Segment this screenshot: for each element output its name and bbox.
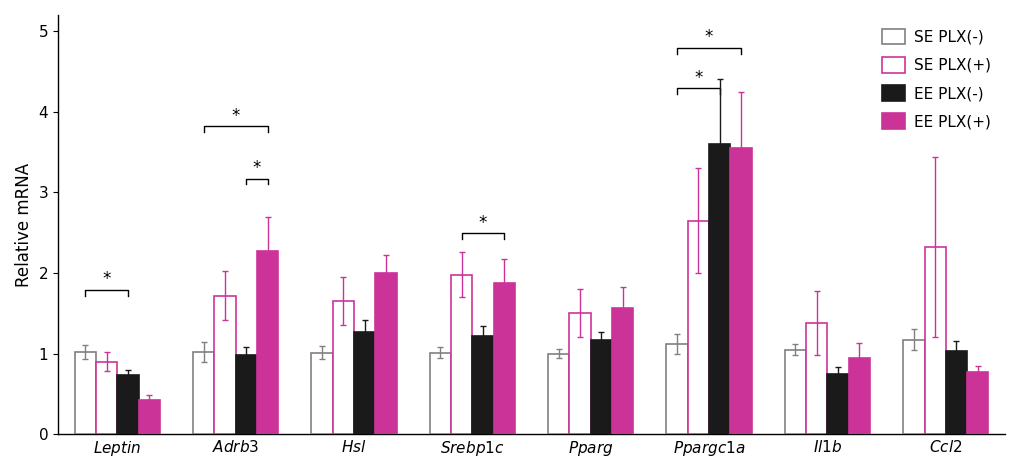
Text: *: * — [102, 270, 111, 288]
Bar — [848, 358, 869, 434]
Bar — [569, 313, 590, 434]
Bar — [665, 344, 687, 434]
Bar — [687, 220, 708, 434]
Bar — [96, 361, 117, 434]
Bar — [214, 296, 235, 434]
Bar — [611, 307, 633, 434]
Bar — [826, 374, 848, 434]
Bar — [472, 336, 493, 434]
Text: *: * — [478, 214, 487, 232]
Bar — [74, 352, 96, 434]
Bar — [966, 372, 987, 434]
Text: *: * — [253, 159, 261, 177]
Bar — [547, 353, 569, 434]
Bar — [590, 340, 611, 434]
Bar — [354, 332, 375, 434]
Bar — [375, 273, 396, 434]
Text: *: * — [231, 106, 239, 124]
Bar — [730, 148, 751, 434]
Text: *: * — [694, 69, 702, 87]
Bar — [117, 375, 139, 434]
Bar — [429, 353, 450, 434]
Text: *: * — [704, 28, 712, 46]
Bar — [493, 283, 515, 434]
Bar — [902, 340, 923, 434]
Bar — [805, 323, 826, 434]
Bar — [784, 350, 805, 434]
Bar — [332, 301, 354, 434]
Bar — [450, 274, 472, 434]
Y-axis label: Relative mRNA: Relative mRNA — [15, 163, 33, 287]
Bar — [708, 144, 730, 434]
Bar — [257, 251, 278, 434]
Bar — [311, 353, 332, 434]
Bar — [945, 351, 966, 434]
Bar — [139, 400, 160, 434]
Bar — [923, 247, 945, 434]
Bar — [193, 352, 214, 434]
Legend: SE PLX(-), SE PLX(+), EE PLX(-), EE PLX(+): SE PLX(-), SE PLX(+), EE PLX(-), EE PLX(… — [875, 23, 997, 135]
Bar — [235, 355, 257, 434]
